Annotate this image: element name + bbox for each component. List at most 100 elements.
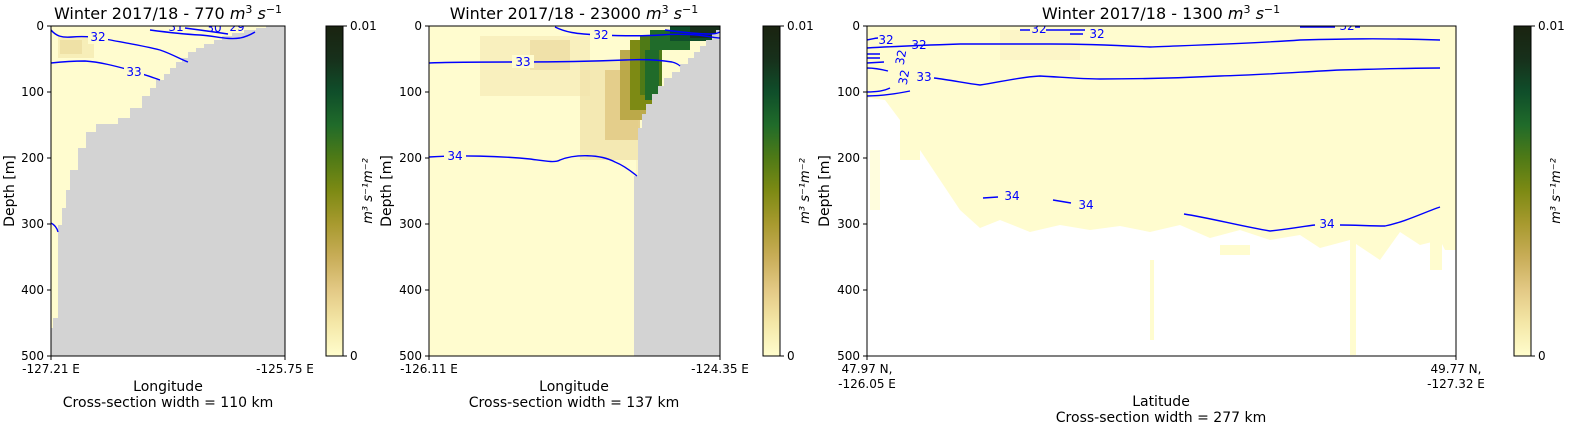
panel-2-x-tick-right: -124.35 E [691,362,749,376]
y-tick-label: 100 [837,85,860,99]
panel-1-x-tick-left: -127.21 E [22,362,80,376]
y-tick-label: 200 [837,151,860,165]
title-unit-m: m [646,4,662,23]
y-tick-label: 400 [21,283,44,297]
panel-1-contour-label-bg [88,30,108,44]
panel-3-xlabel: Latitude [1132,394,1190,410]
y-tick-label: 200 [21,151,44,165]
title-text: Winter 2017/18 - 1300 [1042,4,1228,23]
panel-3-contour-label-32: 32 [1031,22,1046,36]
panel-3-colorbar-max: 0.01 [1538,19,1565,33]
panel-2-contour-label-bg [590,28,612,41]
panel-2-flux-patch [530,40,570,70]
panel-3-contour-label-32: 32 [896,69,912,86]
panel-1-contour-label-32: 32 [90,30,105,44]
panel-3-contour-32 [1020,29,1085,35]
panel-3-contour-label-34: 34 [1004,189,1019,203]
title-text: Winter 2017/18 - 770 [54,4,230,23]
panel-2-contour-label-32: 32 [593,28,608,42]
panel-3-contour-label-32: 32 [911,38,926,52]
y-tick-label: 100 [21,85,44,99]
panel-3-contour-label-32: 32 [878,33,893,47]
panel-3-contour-label-32: 32 [893,49,909,66]
panel-3-contour-33 [867,87,911,97]
panel-3-contour-label-34: 34 [1078,198,1093,212]
panel-3-flux-speckle [1220,245,1250,255]
panel-2-colorbar [762,25,781,357]
panel-1-contour-34 [51,222,59,233]
panel-3-axes-frame [866,25,1457,357]
title-unit-s: s [1251,4,1264,23]
panel-2-contour-label-33: 33 [515,55,530,69]
panel-1-contour-label-29: 29 [229,20,244,34]
panel-1-contour-30 [184,27,229,35]
y-tick-label: 0 [36,19,44,33]
panel-1: 32 33 31 30 29 0 100 200 300 400 500 -12… [2,3,377,411]
panel-3-contour-label-33: 33 [916,70,931,84]
panel-3-contour-32 [867,38,1441,49]
panel-3-title: Winter 2017/18 - 1300 m3 s−1 [1042,3,1280,23]
title-unit-sup2: −1 [266,3,282,16]
panel-2-y-ticks: 0 100 200 300 400 500 [399,19,429,363]
panel-1-plot-area: 32 33 31 30 29 [51,20,285,356]
panel-2-axes-frame [428,25,721,357]
y-tick-label: 300 [399,217,422,231]
panel-1-colorbar-max: 0.01 [350,19,377,33]
panel-1-axes-frame [50,25,286,357]
panel-3-colorbar-min: 0 [1538,349,1546,363]
panel-2-ylabel: Depth [m] [379,155,395,227]
panel-1-land-mask [51,26,285,356]
panel-2-colorbar-max: 0.01 [787,19,814,33]
panel-2-xlabel-width: Cross-section width = 137 km [469,395,679,411]
panel-2-contour-label-bg [512,55,534,68]
panel-3-flux-patch [1000,30,1080,60]
panel-2-contour-label-bg [444,149,466,162]
panel-1-contour-31 [149,29,256,40]
panel-2-contour-32 [554,26,720,39]
panel-2-title: Winter 2017/18 - 23000 m3 s−1 [450,3,698,23]
panel-1-xlabel-width: Cross-section width = 110 km [63,395,273,411]
y-tick-label: 300 [21,217,44,231]
panel-2-flux-patch [645,50,659,100]
panel-3-contour-label-32: 32 [1339,19,1354,33]
panel-2-land-mask [634,30,720,356]
y-tick-label: 0 [852,19,860,33]
panel-1-contour-label-31: 31 [168,20,183,34]
title-unit-sup2: −1 [1264,3,1280,16]
title-unit-m: m [1228,4,1244,23]
panel-1-ylabel: Depth [m] [2,155,18,227]
y-tick-label: 200 [399,151,422,165]
y-tick-label: 300 [837,217,860,231]
panel-3-x-tick-left-line1: 47.97 N, [842,362,893,376]
panel-3-flux-region [867,26,1456,260]
panel-3-ylabel: Depth [m] [817,155,833,227]
y-tick-label: 0 [414,19,422,33]
panel-2-contour-34 [429,155,638,177]
y-tick-label: 500 [21,349,44,363]
title-unit-s: s [252,4,265,23]
title-unit-sup: 3 [1244,3,1251,16]
panel-2-plot-area: 32 33 34 [429,26,720,356]
panel-3-flux-region [900,90,920,160]
panel-1-y-ticks: 0 100 200 300 400 500 [21,19,51,363]
panel-2-x-tick-left: -126.11 E [400,362,458,376]
y-tick-label: 500 [837,349,860,363]
y-tick-label: 400 [399,283,422,297]
title-unit-sup: 3 [662,3,669,16]
panel-1-flux-patch-core [60,40,82,54]
panel-3-colorbar-label: m³ s⁻¹m⁻² [1549,158,1564,224]
panel-2-colorbar-min: 0 [787,349,795,363]
panel-3-contour-34 [982,196,1072,204]
y-tick-label: 500 [399,349,422,363]
panel-3-x-tick-right-line2: -127.32 E [1427,377,1485,391]
title-unit-m: m [230,4,246,23]
panel-1-title: Winter 2017/18 - 770 m3 s−1 [54,3,282,23]
y-tick-label: 100 [399,85,422,99]
panel-3-contour-33 [867,67,1441,86]
panel-3-contour-32 [867,37,879,41]
panel-1-xlabel: Longitude [133,379,203,395]
title-unit-sup2: −1 [682,3,698,16]
panel-2: 32 33 34 0 100 200 300 400 500 -126.11 E… [379,3,814,411]
panel-2-contour-31 [664,29,720,35]
